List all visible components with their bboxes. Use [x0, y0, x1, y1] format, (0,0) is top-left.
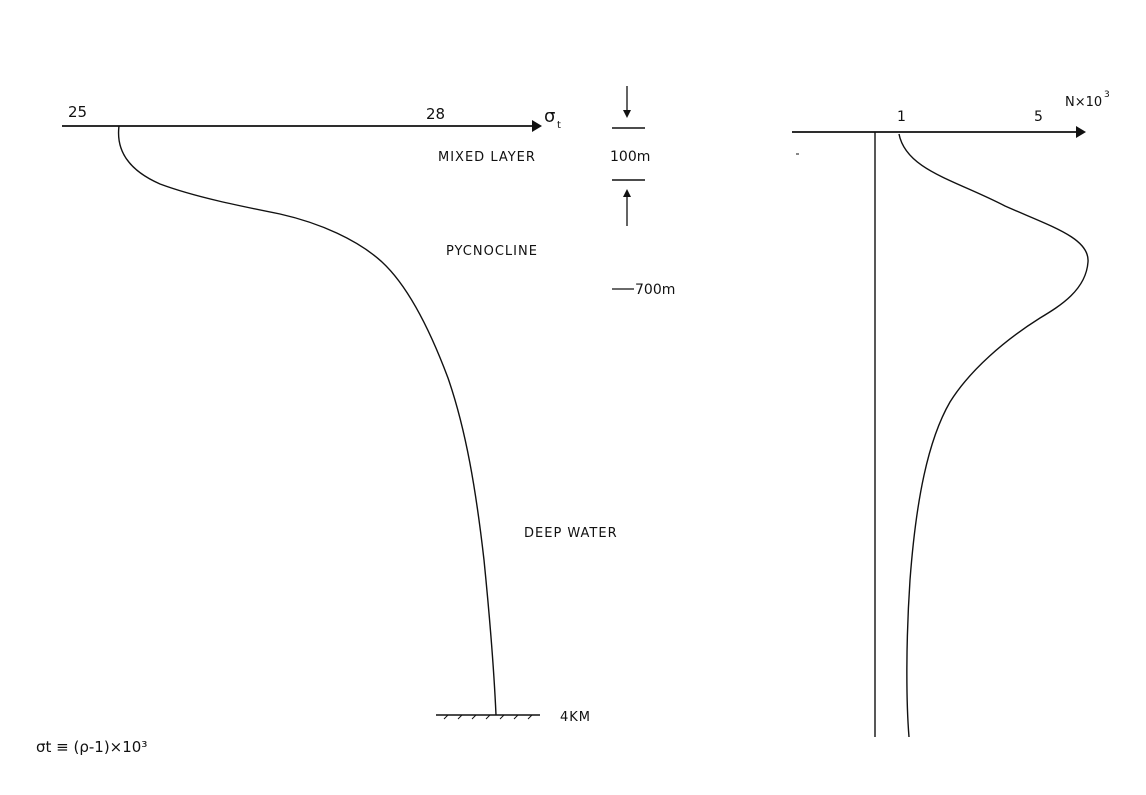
n-axis-title: N×10 [1065, 95, 1102, 110]
sigma-t-panel: 25 28 σ t 4KM MIXED LAYER PYCNOCLINE DEE… [36, 86, 675, 756]
depth-4km-label: 4KM [560, 710, 591, 725]
tick-28-label: 28 [426, 105, 445, 123]
depth-100m-marker [612, 86, 645, 226]
n-profile-curve [898, 133, 1089, 738]
depth-100m-label: 100m [610, 149, 650, 165]
tick-25-label: 25 [68, 103, 87, 121]
sigma-t-axis-symbol: σ [544, 106, 555, 127]
sigma-t-axis-subscript: t [557, 120, 561, 131]
bottom-hatching [443, 714, 533, 720]
sigma-t-axis-arrow [532, 120, 542, 132]
n-axis-title-exponent: 3 [1104, 90, 1110, 100]
depth-700m-label: 700m [635, 282, 675, 298]
buoyancy-frequency-panel: N×10 3 1 5 [792, 90, 1110, 738]
pycnocline-label: PYCNOCLINE [446, 244, 538, 259]
mixed-layer-label: MIXED LAYER [438, 150, 536, 165]
deep-water-label: DEEP WATER [524, 526, 618, 541]
sigma-t-definition: σt ≡ (ρ-1)×10³ [36, 738, 147, 756]
sigma-t-profile-curve [117, 125, 497, 716]
tick-1-label: 1 [897, 109, 906, 125]
tick-5-label: 5 [1034, 109, 1043, 125]
n-axis-arrow [1076, 126, 1086, 138]
